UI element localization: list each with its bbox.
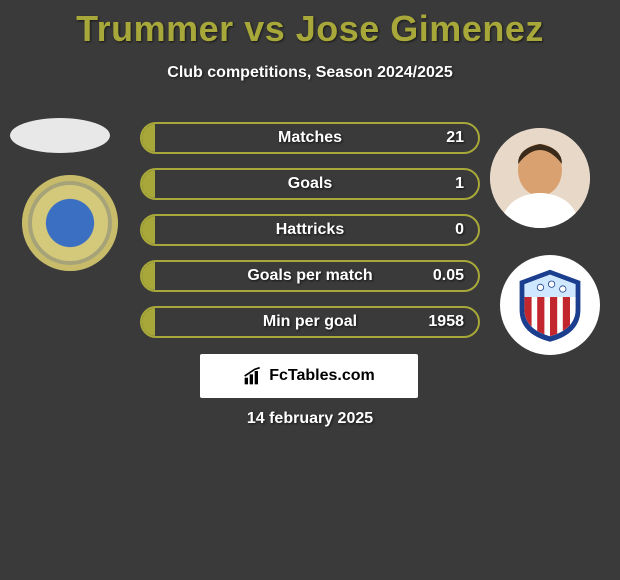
player-right-avatar bbox=[490, 128, 590, 228]
player-right-club-badge bbox=[500, 255, 600, 355]
club-crest-icon bbox=[510, 265, 590, 345]
subtitle: Club competitions, Season 2024/2025 bbox=[0, 64, 620, 82]
stat-value: 1958 bbox=[428, 308, 464, 336]
stats-panel: Matches 21 Goals 1 Hattricks 0 Goals per… bbox=[140, 122, 480, 352]
bar-chart-icon bbox=[243, 366, 263, 386]
stat-label: Goals bbox=[142, 170, 478, 198]
stat-row: Goals per match 0.05 bbox=[140, 260, 480, 292]
stat-value: 1 bbox=[455, 170, 464, 198]
stat-value: 0 bbox=[455, 216, 464, 244]
page-title: Trummer vs Jose Gimenez bbox=[0, 0, 620, 50]
stat-value: 21 bbox=[446, 124, 464, 152]
stat-label: Matches bbox=[142, 124, 478, 152]
stat-value: 0.05 bbox=[433, 262, 464, 290]
player-left-club-badge bbox=[22, 175, 118, 271]
stat-row: Hattricks 0 bbox=[140, 214, 480, 246]
date-text: 14 february 2025 bbox=[0, 410, 620, 428]
stat-label: Goals per match bbox=[142, 262, 478, 290]
attribution-box: FcTables.com bbox=[200, 354, 418, 398]
avatar-placeholder-icon bbox=[490, 128, 590, 228]
player-left-avatar bbox=[10, 118, 110, 153]
infographic-root: Trummer vs Jose Gimenez Club competition… bbox=[0, 0, 620, 580]
stat-label: Hattricks bbox=[142, 216, 478, 244]
stat-row: Min per goal 1958 bbox=[140, 306, 480, 338]
stat-row: Matches 21 bbox=[140, 122, 480, 154]
attribution-text: FcTables.com bbox=[269, 367, 375, 385]
stat-row: Goals 1 bbox=[140, 168, 480, 200]
